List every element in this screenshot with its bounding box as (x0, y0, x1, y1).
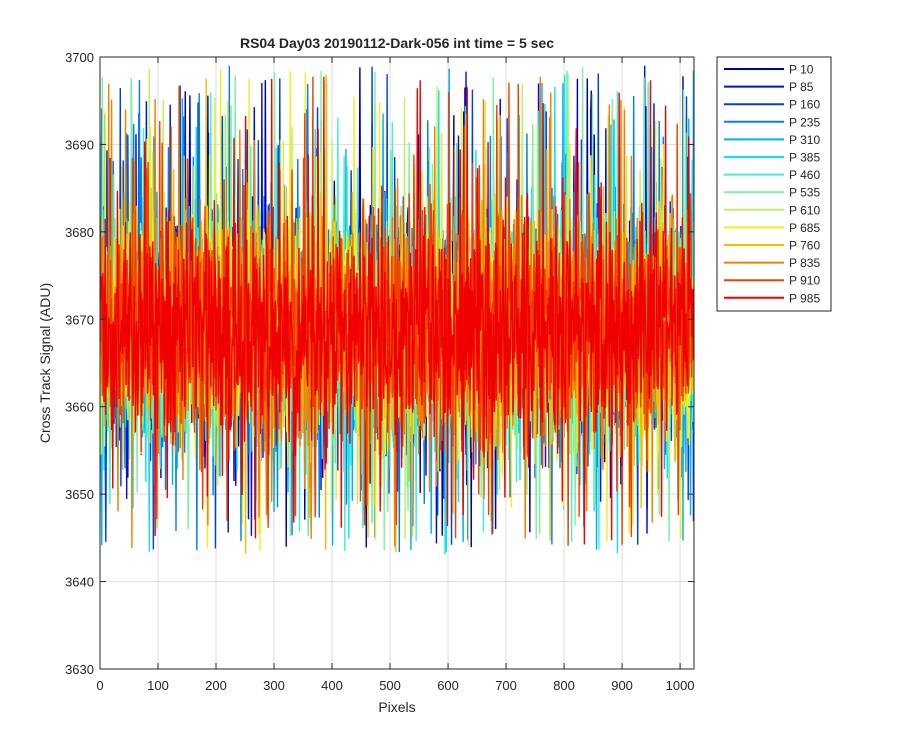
x-tick-label: 400 (321, 678, 343, 693)
legend-entry-label: P 535 (789, 186, 820, 200)
chart-title: RS04 Day03 20190112-Dark-056 int time = … (240, 35, 554, 51)
y-tick-label: 3670 (65, 312, 94, 327)
x-tick-label: 800 (553, 678, 575, 693)
x-tick-label: 0 (96, 678, 103, 693)
x-tick-label: 100 (147, 678, 169, 693)
x-tick-label: 900 (611, 678, 633, 693)
legend-entry-label: P 985 (789, 291, 820, 305)
legend-entry-label: P 385 (789, 151, 820, 165)
series-line-p985 (100, 76, 694, 545)
legend-entry-label: P 85 (789, 80, 814, 94)
y-tick-label: 3660 (65, 400, 94, 415)
x-tick-labels: 0 100 200 300 400 500 600 700 800 900 1000 (96, 678, 694, 693)
legend-entry-label: P 835 (789, 256, 820, 270)
legend-entry-label: P 460 (789, 168, 820, 182)
series-lines (100, 65, 694, 555)
legend-entry-label: P 610 (789, 203, 820, 217)
y-tick-label: 3640 (65, 575, 94, 590)
x-tick-label: 200 (205, 678, 227, 693)
x-axis-label: Pixels (378, 699, 415, 715)
x-tick-label: 700 (495, 678, 517, 693)
y-tick-label: 3650 (65, 487, 94, 502)
legend-entry-label: P 310 (789, 133, 820, 147)
legend-entry-label: P 235 (789, 115, 820, 129)
axis-ticks (99, 56, 694, 670)
legend-box (716, 56, 832, 312)
plot-frame (99, 56, 695, 670)
legend: P 10 P 85 P 160 P 235 P 310 P 385 P 460 P 535 P … (716, 56, 832, 312)
y-tick-label: 3700 (65, 50, 94, 65)
y-axis-label: Cross Track Signal (ADU) (37, 283, 53, 443)
legend-entry-label: P 910 (789, 274, 820, 288)
y-tick-label: 3630 (65, 662, 94, 677)
legend-entry-label: P 160 (789, 98, 820, 112)
y-tick-label: 3680 (65, 225, 94, 240)
y-tick-labels: 3630 3640 3650 3660 3670 3680 3690 3700 (65, 50, 94, 677)
x-tick-label: 500 (379, 678, 401, 693)
x-tick-label: 1000 (666, 678, 695, 693)
legend-entry-label: P 10 (789, 63, 814, 77)
y-tick-label: 3690 (65, 137, 94, 152)
legend-entry-label: P 685 (789, 221, 820, 235)
x-tick-label: 300 (263, 678, 285, 693)
legend-entry-label: P 760 (789, 239, 820, 253)
x-tick-label: 600 (437, 678, 459, 693)
